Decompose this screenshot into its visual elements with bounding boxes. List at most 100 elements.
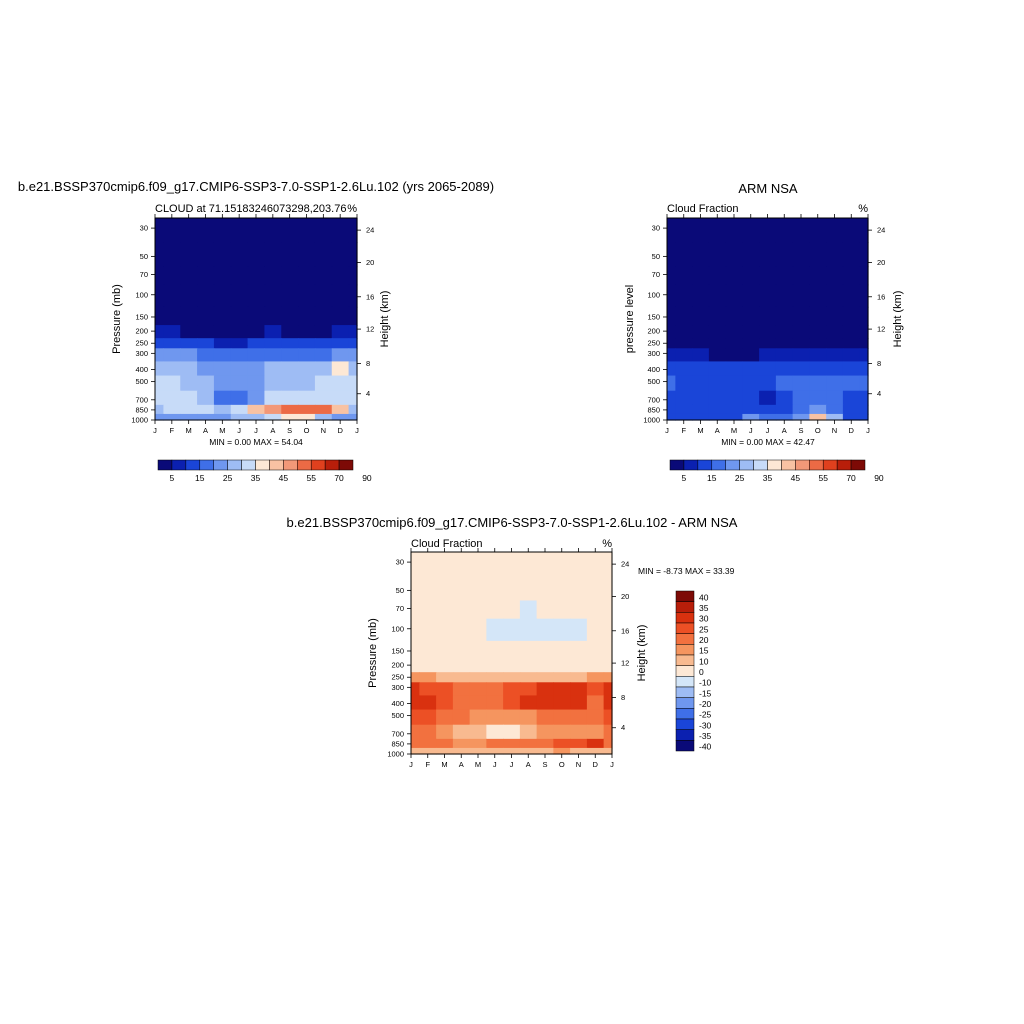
panel-diff-cell: [586, 724, 605, 740]
y-tick-label-left: 50: [396, 586, 404, 595]
panel-obs-cell: [667, 218, 676, 243]
panel-obs-cell: [742, 390, 760, 406]
colorbar-swatch: [675, 740, 695, 752]
panel-diff-cell: [469, 709, 487, 726]
panel-obs-cell: [708, 218, 727, 243]
panel-model-cell: [197, 348, 215, 363]
panel-model-cell: [314, 361, 333, 377]
x-tick-label: J: [153, 426, 157, 435]
x-tick-label: O: [559, 760, 565, 769]
panel-obs-cell: [859, 390, 869, 406]
panel-obs-cell: [809, 413, 827, 421]
panel-model-cell: [213, 242, 232, 268]
panel-diff-cell: [586, 618, 605, 642]
panel-model-cell: [180, 325, 198, 339]
y-tick-label-right: 8: [877, 359, 881, 368]
colorbar-swatch: [283, 459, 298, 471]
panel-obs-cell: [859, 242, 869, 268]
panel-model-cell: [155, 361, 165, 377]
panel-model-cell: [281, 242, 299, 268]
x-tick-label: M: [441, 760, 447, 769]
panel-model-cell: [298, 361, 316, 377]
panel-model-cell: [180, 348, 198, 363]
panel-model-cell: [298, 306, 316, 326]
panel-model-cell: [281, 361, 299, 377]
panel-diff-cell: [519, 640, 538, 660]
panel-obs-cell: [775, 266, 794, 286]
y-tick-label-left: 300: [391, 683, 404, 692]
panel-obs-cell: [708, 348, 727, 363]
panel-model-cell: [281, 348, 299, 363]
colorbar-label: 0: [699, 667, 704, 677]
panel-model-cell: [230, 218, 249, 243]
y-tick-label-left: 50: [140, 252, 148, 261]
panel-diff-cell: [586, 672, 605, 683]
colorbar-label: 15: [699, 646, 709, 656]
colorbar-label: 70: [334, 473, 344, 483]
panel-model-cell: [247, 404, 266, 415]
panel-obs-cell: [792, 413, 810, 421]
panel-obs-cell: [842, 348, 861, 363]
x-tick-label: N: [832, 426, 837, 435]
panel-obs-ylabel-left: pressure level: [624, 285, 636, 353]
y-tick-label-left: 1000: [387, 750, 404, 759]
panel-obs-cell: [759, 375, 777, 392]
panel-diff-cell: [503, 709, 521, 726]
panel-diff-cell: [411, 709, 420, 726]
x-tick-label: S: [287, 426, 292, 435]
y-tick-label-left: 100: [391, 624, 404, 633]
panel-model-cell: [180, 390, 198, 406]
panel-diff-cell: [436, 600, 454, 620]
panel-diff-cell: [519, 738, 538, 749]
panel-model-cell: [247, 413, 266, 421]
panel-diff-cell: [536, 552, 554, 577]
panel-model-cell: [213, 218, 232, 243]
panel-model-cell: [197, 413, 215, 421]
y-tick-label-left: 150: [647, 312, 660, 321]
panel-model-cell: [331, 266, 350, 286]
panel-obs-cell: [692, 404, 710, 415]
panel-diff-cell: [486, 682, 504, 697]
panel-model-cell: [281, 325, 299, 339]
panel-obs-cell: [842, 361, 861, 377]
panel-obs-cell: [759, 218, 777, 243]
x-tick-label: S: [798, 426, 803, 435]
panel-diff-cell: [553, 600, 571, 620]
panel-diff-cell: [586, 600, 605, 620]
panel-obs-cell: [826, 338, 844, 349]
panel-model-cell: [180, 413, 198, 421]
panel-obs-cell: [842, 266, 861, 286]
panel-diff-cell: [469, 552, 487, 577]
panel-diff-cell: [452, 738, 471, 749]
panel-model-cell: [155, 375, 165, 392]
panel-model-cell: [163, 325, 181, 339]
colorbar-label: -25: [699, 710, 712, 720]
panel-obs-cell: [826, 361, 844, 377]
panel-obs-cell: [842, 338, 861, 349]
panel-obs-cell: [826, 325, 844, 339]
panel-obs-cell: [675, 284, 693, 308]
panel-model-cell: [264, 348, 282, 363]
colorbar-label: 5: [170, 473, 175, 483]
colorbar-label: 10: [699, 656, 709, 666]
panel-obs-cell: [859, 266, 869, 286]
panel-model-cell: [348, 361, 358, 377]
panel-obs-cell: [792, 375, 810, 392]
panel-model-cell: [298, 375, 316, 392]
panel-model-cell: [331, 390, 350, 406]
panel-diff-cell: [586, 738, 605, 749]
y-tick-label-right: 12: [621, 659, 629, 668]
y-tick-label-right: 8: [621, 693, 625, 702]
panel-diff-cell: [486, 695, 504, 711]
y-tick-label-left: 250: [391, 673, 404, 682]
panel-obs-cell: [859, 404, 869, 415]
panel-diff-cell: [486, 600, 504, 620]
colorbar-swatch: [675, 686, 695, 698]
panel-obs-cell: [775, 325, 794, 339]
colorbar-swatch: [213, 459, 228, 471]
panel-diff-cell: [603, 738, 613, 749]
panel-diff-field: [411, 552, 613, 755]
panel-diff-cell: [436, 672, 454, 683]
colorbar-label: 25: [699, 624, 709, 634]
panel-diff-cell: [419, 738, 437, 749]
